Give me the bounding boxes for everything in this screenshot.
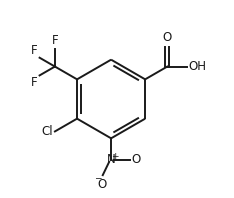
Text: −: − <box>94 173 101 182</box>
Text: F: F <box>31 76 38 89</box>
Text: F: F <box>31 44 38 57</box>
Text: O: O <box>131 153 140 167</box>
Text: OH: OH <box>188 60 206 73</box>
Text: F: F <box>52 34 58 47</box>
Text: +: + <box>111 152 119 161</box>
Text: O: O <box>163 31 172 44</box>
Text: O: O <box>97 178 106 191</box>
Text: N: N <box>107 153 115 167</box>
Text: Cl: Cl <box>42 125 53 138</box>
